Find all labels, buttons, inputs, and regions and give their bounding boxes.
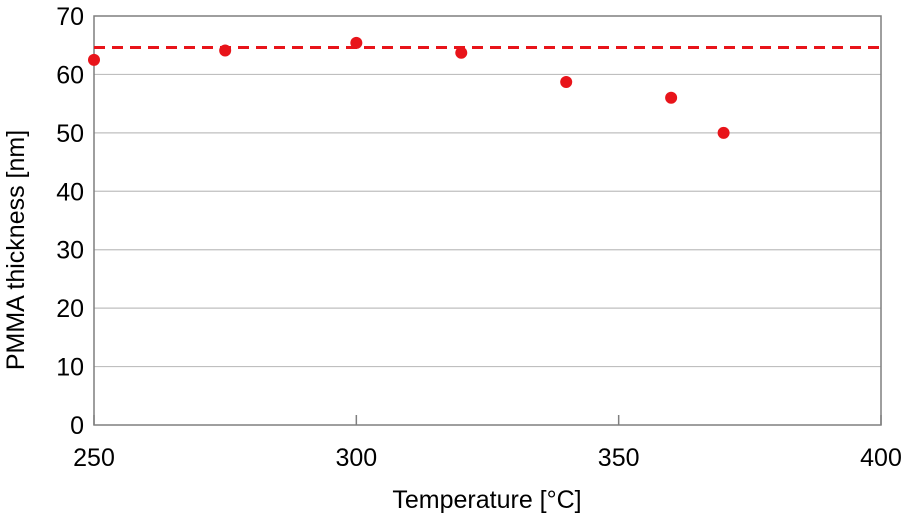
- data-points: [88, 36, 730, 139]
- x-tick-label-300: 300: [335, 444, 377, 472]
- y-tick-label-40: 40: [56, 178, 84, 206]
- y-tick-label-30: 30: [56, 237, 84, 265]
- y-tick-labels: 0 10 20 30 40 50 60 70: [56, 3, 84, 440]
- data-point: [665, 91, 678, 104]
- x-axis-title: Temperature [°C]: [392, 486, 581, 514]
- y-tick-label-50: 50: [56, 120, 84, 148]
- data-point: [455, 46, 468, 59]
- x-tick-label-350: 350: [598, 444, 640, 472]
- data-point: [88, 53, 100, 66]
- data-point: [350, 36, 363, 49]
- x-tick-labels: 250 300 350 400: [73, 444, 902, 472]
- x-tick-marks: [93, 415, 882, 425]
- data-point: [219, 44, 232, 57]
- y-tick-label-60: 60: [56, 61, 84, 89]
- y-tick-label-70: 70: [56, 3, 84, 31]
- plot-area-frame: [93, 15, 882, 426]
- x-tick-label-400: 400: [860, 444, 902, 472]
- y-tick-label-0: 0: [70, 412, 84, 440]
- y-axis-title: PMMA thickness [nm]: [2, 130, 30, 370]
- data-point: [560, 76, 573, 89]
- y-tick-label-10: 10: [56, 354, 84, 382]
- y-tick-label-20: 20: [56, 295, 84, 323]
- data-point: [717, 126, 730, 139]
- gridlines: [94, 73, 881, 368]
- x-tick-label-250: 250: [73, 444, 115, 472]
